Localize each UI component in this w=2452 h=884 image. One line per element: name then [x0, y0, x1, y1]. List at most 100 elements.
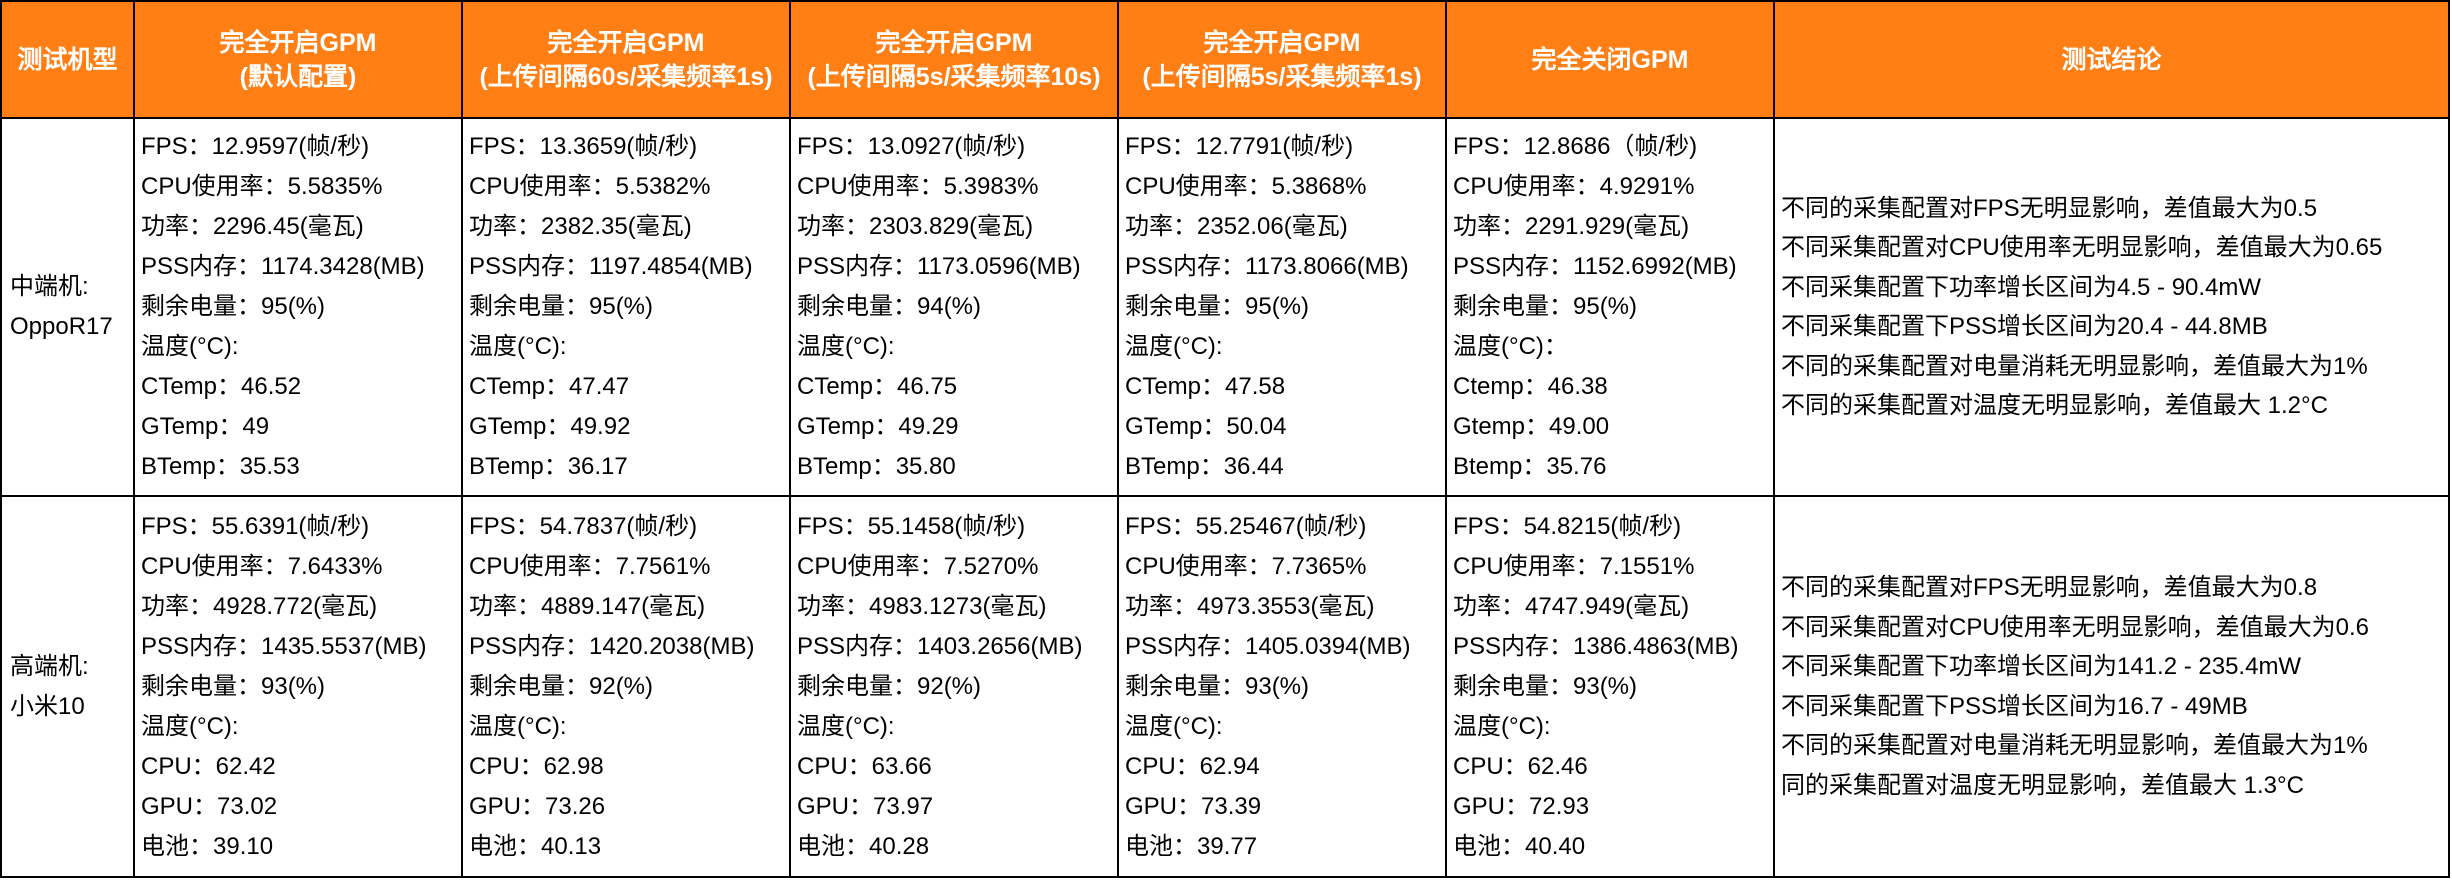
metric-fps: FPS：12.8686（帧/秒) [1453, 133, 1698, 160]
metrics-cell: FPS：12.9597(帧/秒) CPU使用率：5.5835% 功率：2296.… [133, 117, 463, 497]
metric-pss-memory: PSS内存：1197.4854(MB) [469, 253, 753, 280]
metrics-cell: FPS：54.8215(帧/秒) CPU使用率：7.1551% 功率：4747.… [1445, 495, 1775, 878]
metric-battery-remaining: 剩余电量：95(%) [469, 293, 654, 320]
conclusion-pss: 不同采集配置下PSS增长区间为20.4 - 44.8MB [1781, 313, 2268, 340]
metric-battery-remaining: 剩余电量：93(%) [141, 672, 326, 700]
metric-temp-gpu: GPU：72.93 [1453, 792, 1590, 820]
model-cell: 中端机: OppoR17 [0, 117, 135, 497]
metric-pss-memory: PSS内存：1405.0394(MB) [1125, 632, 1411, 660]
metric-temperature-label: 温度(°C): [141, 712, 239, 740]
metric-power: 功率：4983.1273(毫瓦) [797, 592, 1047, 620]
header-config-4-line-2: (上传间隔5s/采集频率1s) [1142, 62, 1422, 91]
model-name: OppoR17 [10, 313, 113, 340]
metric-pss-memory: PSS内存：1173.8066(MB) [1125, 253, 1409, 280]
metric-power: 功率：4928.772(毫瓦) [141, 592, 378, 620]
metric-power: 功率：2382.35(毫瓦) [469, 213, 692, 240]
metric-temp-cpu: CPU：62.42 [141, 752, 276, 780]
metric-power: 功率：2303.829(毫瓦) [797, 213, 1034, 240]
metric-temp-gpu: GTemp：49.29 [797, 413, 959, 440]
metric-fps: FPS：55.6391(帧/秒) [141, 512, 370, 540]
metric-battery-remaining: 剩余电量：94(%) [797, 293, 982, 320]
metric-cpu-usage: CPU使用率：5.5382% [469, 173, 711, 200]
metrics-cell: FPS：13.0927(帧/秒) CPU使用率：5.3983% 功率：2303.… [789, 117, 1119, 497]
metric-temperature-label: 温度(°C): [141, 333, 239, 360]
metric-fps: FPS：55.25467(帧/秒) [1125, 512, 1367, 540]
metric-power: 功率：2352.06(毫瓦) [1125, 213, 1348, 240]
metrics-cell: FPS：55.6391(帧/秒) CPU使用率：7.6433% 功率：4928.… [133, 495, 463, 878]
metric-cpu-usage: CPU使用率：7.5270% [797, 552, 1039, 580]
metric-temp-gpu: GTemp：49 [141, 413, 270, 440]
metric-temp-gpu: GPU：73.26 [469, 792, 606, 820]
metric-fps: FPS：13.3659(帧/秒) [469, 133, 698, 160]
metric-temp-cpu: CPU：62.46 [1453, 752, 1588, 780]
metric-cpu-usage: CPU使用率：7.7365% [1125, 552, 1367, 580]
metric-temp-gpu: GTemp：49.92 [469, 413, 631, 440]
header-config-4: 完全开启GPM (上传间隔5s/采集频率1s) [1117, 0, 1447, 119]
metric-temp-cpu: CTemp：46.75 [797, 373, 958, 400]
metric-temperature-label: 温度(°C): [1125, 333, 1223, 360]
conclusion-power: 不同采集配置下功率增长区间为141.2 - 235.4mW [1781, 653, 2302, 680]
metric-cpu-usage: CPU使用率：5.3868% [1125, 173, 1367, 200]
metric-temp-battery: 电池：39.77 [1125, 832, 1258, 860]
metric-battery-remaining: 剩余电量：92(%) [797, 672, 982, 700]
metric-fps: FPS：12.7791(帧/秒) [1125, 133, 1354, 160]
metric-cpu-usage: CPU使用率：4.9291% [1453, 173, 1695, 200]
conclusion-cpu: 不同采集配置对CPU使用率无明显影响，差值最大为0.65 [1781, 234, 2383, 261]
metrics-cell: FPS：12.8686（帧/秒) CPU使用率：4.9291% 功率：2291.… [1445, 117, 1775, 497]
metric-temp-battery: BTemp：35.80 [797, 453, 956, 480]
model-cell: 高端机: 小米10 [0, 495, 135, 878]
metric-cpu-usage: CPU使用率：5.5835% [141, 173, 383, 200]
metric-temp-gpu: GTemp：50.04 [1125, 413, 1287, 440]
header-model: 测试机型 [0, 0, 135, 119]
conclusion-pss: 不同采集配置下PSS增长区间为16.7 - 49MB [1781, 692, 2248, 720]
header-conclusion: 测试结论 [1773, 0, 2450, 119]
metric-temperature-label: 温度(°C): [1125, 712, 1223, 740]
header-config-5-line-1: 完全关闭GPM [1531, 45, 1689, 74]
metric-temp-battery: 电池：39.10 [141, 832, 274, 860]
conclusion-temperature: 不同的采集配置对温度无明显影响，差值最大 1.2°C [1781, 392, 2328, 419]
metric-fps: FPS：13.0927(帧/秒) [797, 133, 1026, 160]
metric-temp-cpu: Ctemp：46.38 [1453, 373, 1608, 400]
metric-power: 功率：2296.45(毫瓦) [141, 213, 364, 240]
metric-fps: FPS：54.8215(帧/秒) [1453, 512, 1682, 540]
metric-cpu-usage: CPU使用率：7.7561% [469, 552, 711, 580]
metric-temp-cpu: CPU：62.94 [1125, 752, 1260, 780]
conclusion-fps: 不同的采集配置对FPS无明显影响，差值最大为0.5 [1781, 194, 2318, 222]
metrics-cell: FPS：13.3659(帧/秒) CPU使用率：5.5382% 功率：2382.… [461, 117, 791, 497]
metric-pss-memory: PSS内存：1152.6992(MB) [1453, 253, 1737, 280]
metric-power: 功率：2291.929(毫瓦) [1453, 213, 1690, 240]
metric-battery-remaining: 剩余电量：95(%) [141, 293, 326, 320]
model-tier: 高端机: [10, 652, 89, 680]
metric-battery-remaining: 剩余电量：95(%) [1125, 293, 1310, 320]
metric-cpu-usage: CPU使用率：7.6433% [141, 552, 383, 580]
metric-temperature-label: 温度(°C): [469, 712, 567, 740]
metric-temp-gpu: GPU：73.02 [141, 792, 278, 820]
metric-temperature-label: 温度(°C): [469, 333, 567, 360]
header-config-3-line-2: (上传间隔5s/采集频率10s) [807, 62, 1101, 91]
conclusion-battery: 不同的采集配置对电量消耗无明显影响，差值最大为1% [1781, 732, 2368, 759]
conclusion-temperature: 同的采集配置对温度无明显影响，差值最大 1.3°C [1781, 771, 2304, 799]
metric-temp-cpu: CTemp：46.52 [141, 373, 302, 400]
header-config-2-line-2: (上传间隔60s/采集频率1s) [479, 62, 773, 91]
header-config-1-line-2: (默认配置) [239, 62, 357, 91]
conclusion-cpu: 不同采集配置对CPU使用率无明显影响，差值最大为0.6 [1781, 613, 2370, 641]
header-row: 测试机型 完全开启GPM (默认配置) 完全开启GPM (上传间隔60s/采集频… [0, 0, 2450, 119]
metric-temp-battery: BTemp：36.44 [1125, 453, 1284, 480]
metric-temp-gpu: Gtemp：49.00 [1453, 413, 1610, 440]
metric-fps: FPS：12.9597(帧/秒) [141, 133, 370, 160]
model-tier: 中端机: [10, 273, 89, 300]
table-row-midrange: 中端机: OppoR17 FPS：12.9597(帧/秒) CPU使用率：5.5… [0, 117, 2450, 497]
header-conclusion-label: 测试结论 [2061, 45, 2162, 74]
header-config-4-line-1: 完全开启GPM [1203, 28, 1361, 57]
metric-pss-memory: PSS内存：1403.2656(MB) [797, 632, 1083, 660]
metrics-cell: FPS：55.1458(帧/秒) CPU使用率：7.5270% 功率：4983.… [789, 495, 1119, 878]
metrics-cell: FPS：12.7791(帧/秒) CPU使用率：5.3868% 功率：2352.… [1117, 117, 1447, 497]
header-config-1: 完全开启GPM (默认配置) [133, 0, 463, 119]
metric-battery-remaining: 剩余电量：92(%) [469, 672, 654, 700]
header-config-2-line-1: 完全开启GPM [547, 28, 705, 57]
metric-temp-battery: 电池：40.40 [1453, 832, 1586, 860]
header-config-3-line-1: 完全开启GPM [875, 28, 1033, 57]
metric-temp-battery: 电池：40.13 [469, 832, 602, 860]
